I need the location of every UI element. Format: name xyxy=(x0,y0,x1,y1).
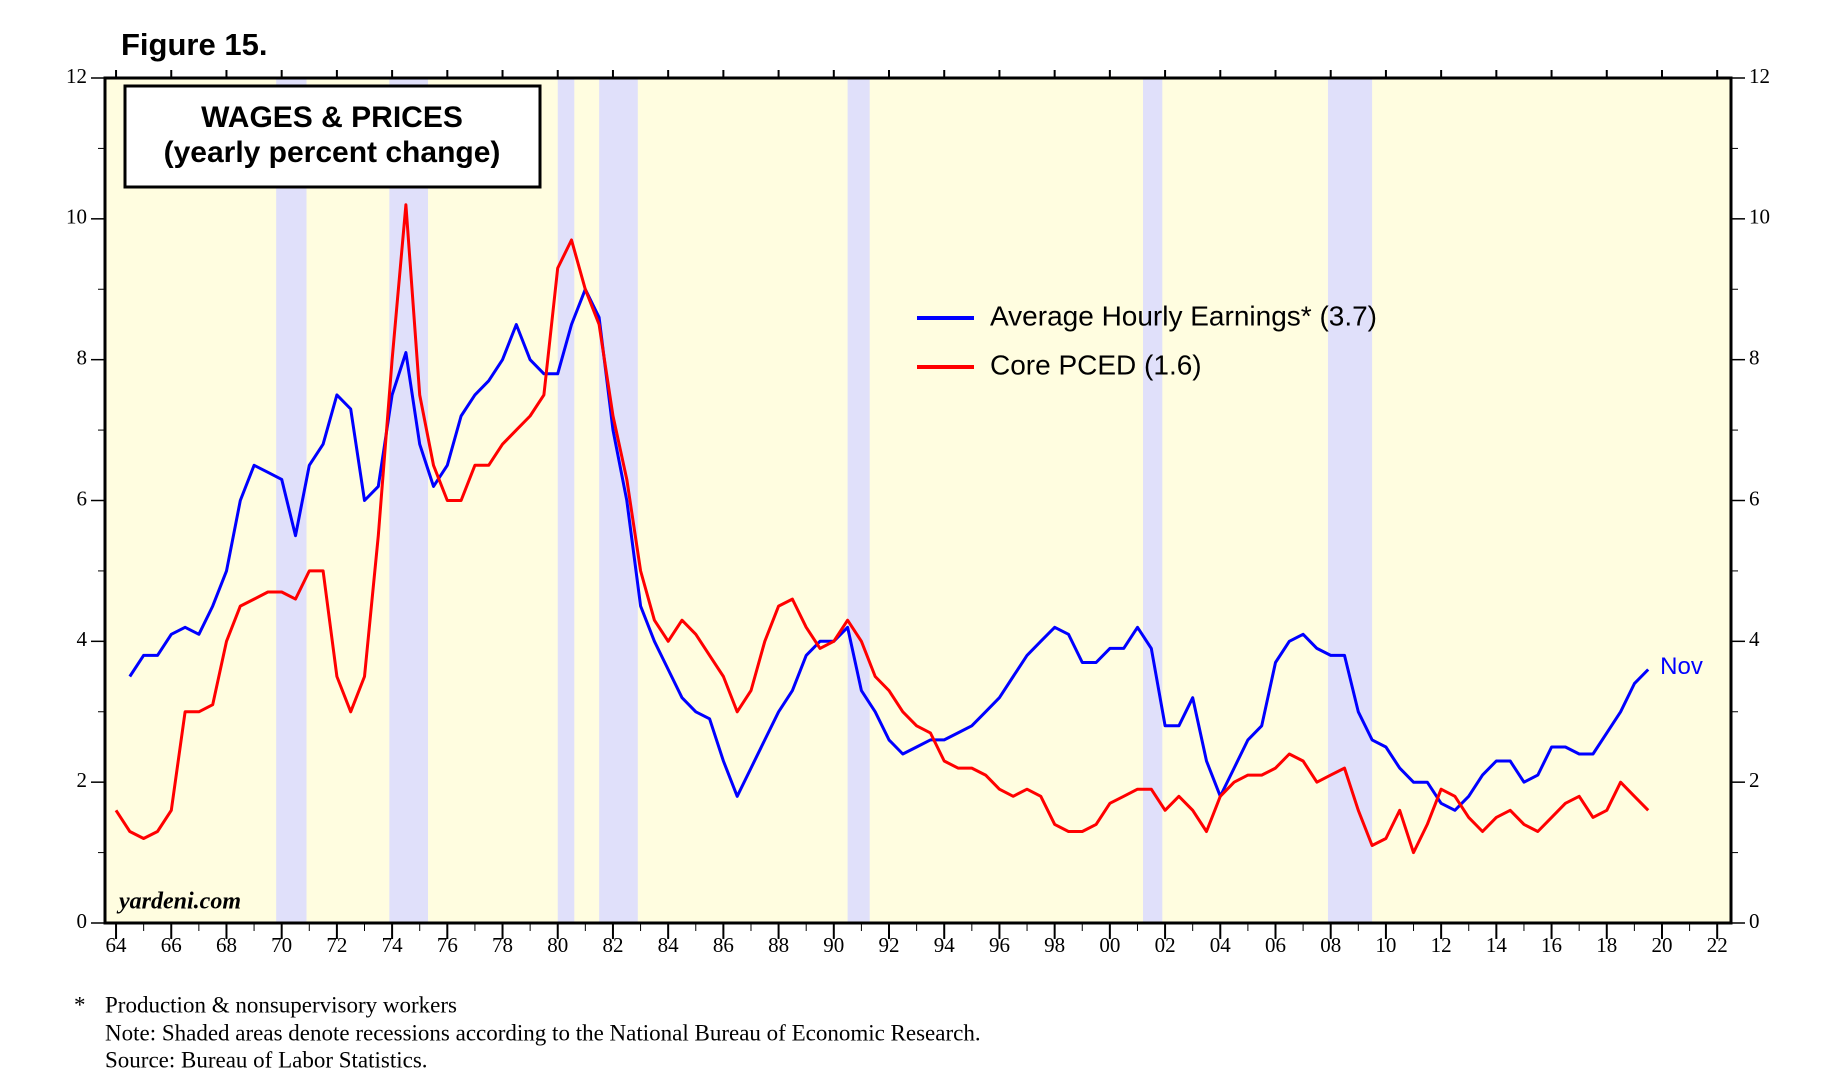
footnote: Production & nonsupervisory workers xyxy=(105,992,457,1017)
y2-tick-label: 6 xyxy=(1749,486,1760,510)
x-tick-label: 84 xyxy=(658,933,680,957)
y-tick-label: 0 xyxy=(77,909,88,933)
x-tick-label: 12 xyxy=(1431,933,1452,957)
recession-band xyxy=(599,78,638,923)
footnote: Source: Bureau of Labor Statistics. xyxy=(105,1047,428,1072)
x-tick-label: 70 xyxy=(271,933,292,957)
legend-label: Core PCED (1.6) xyxy=(990,349,1202,380)
x-tick-label: 04 xyxy=(1210,933,1232,957)
x-tick-label: 66 xyxy=(161,933,182,957)
y-tick-label: 2 xyxy=(77,768,88,792)
figure-label: Figure 15. xyxy=(121,27,267,62)
x-tick-label: 64 xyxy=(106,933,128,957)
recession-band xyxy=(389,78,428,923)
y-tick-label: 6 xyxy=(77,486,88,510)
y2-tick-label: 10 xyxy=(1749,205,1770,229)
y-tick-label: 4 xyxy=(77,627,88,651)
x-tick-label: 78 xyxy=(492,933,513,957)
x-tick-label: 80 xyxy=(547,933,568,957)
recession-band xyxy=(1327,78,1373,923)
y2-tick-label: 0 xyxy=(1749,909,1760,933)
x-tick-label: 98 xyxy=(1044,933,1065,957)
x-tick-label: 68 xyxy=(216,933,237,957)
x-tick-label: 06 xyxy=(1265,933,1286,957)
y2-tick-label: 4 xyxy=(1749,627,1760,651)
plot-frame xyxy=(103,76,1733,925)
x-tick-label: 82 xyxy=(602,933,623,957)
x-tick-label: 86 xyxy=(713,933,734,957)
x-tick-label: 72 xyxy=(326,933,347,957)
x-tick-label: 16 xyxy=(1541,933,1562,957)
recession-band xyxy=(557,78,575,923)
y-tick-label: 10 xyxy=(66,205,87,229)
x-tick-label: 14 xyxy=(1486,933,1508,957)
legend-label: Average Hourly Earnings* (3.7) xyxy=(990,300,1377,331)
y-tick-label: 8 xyxy=(77,345,88,369)
x-tick-label: 18 xyxy=(1596,933,1617,957)
x-tick-label: 00 xyxy=(1099,933,1120,957)
footnote-marker: * xyxy=(74,992,86,1017)
x-tick-label: 02 xyxy=(1155,933,1176,957)
end-label: Nov xyxy=(1660,653,1703,680)
footnote: Note: Shaded areas denote recessions acc… xyxy=(105,1020,981,1045)
series-line xyxy=(114,203,1650,855)
x-tick-label: 10 xyxy=(1375,933,1396,957)
x-tick-label: 88 xyxy=(768,933,789,957)
recession-band xyxy=(1142,78,1163,923)
x-tick-label: 96 xyxy=(989,933,1010,957)
title-box xyxy=(123,84,542,189)
x-tick-label: 90 xyxy=(823,933,844,957)
y2-tick-label: 8 xyxy=(1749,345,1760,369)
x-tick-label: 22 xyxy=(1707,933,1728,957)
y-tick-label: 12 xyxy=(66,64,87,88)
recession-band xyxy=(847,78,870,923)
watermark: yardeni.com xyxy=(116,889,241,915)
plot-background xyxy=(105,78,1731,923)
x-tick-label: 92 xyxy=(879,933,900,957)
x-tick-label: 76 xyxy=(437,933,458,957)
y2-tick-label: 12 xyxy=(1749,64,1770,88)
x-tick-label: 08 xyxy=(1320,933,1341,957)
chart-title: WAGES & PRICES xyxy=(201,101,463,134)
x-tick-label: 74 xyxy=(382,933,404,957)
y2-tick-label: 2 xyxy=(1749,768,1760,792)
x-tick-label: 94 xyxy=(934,933,956,957)
x-tick-label: 20 xyxy=(1651,933,1672,957)
chart-subtitle: (yearly percent change) xyxy=(164,136,501,169)
series-line xyxy=(128,287,1650,812)
